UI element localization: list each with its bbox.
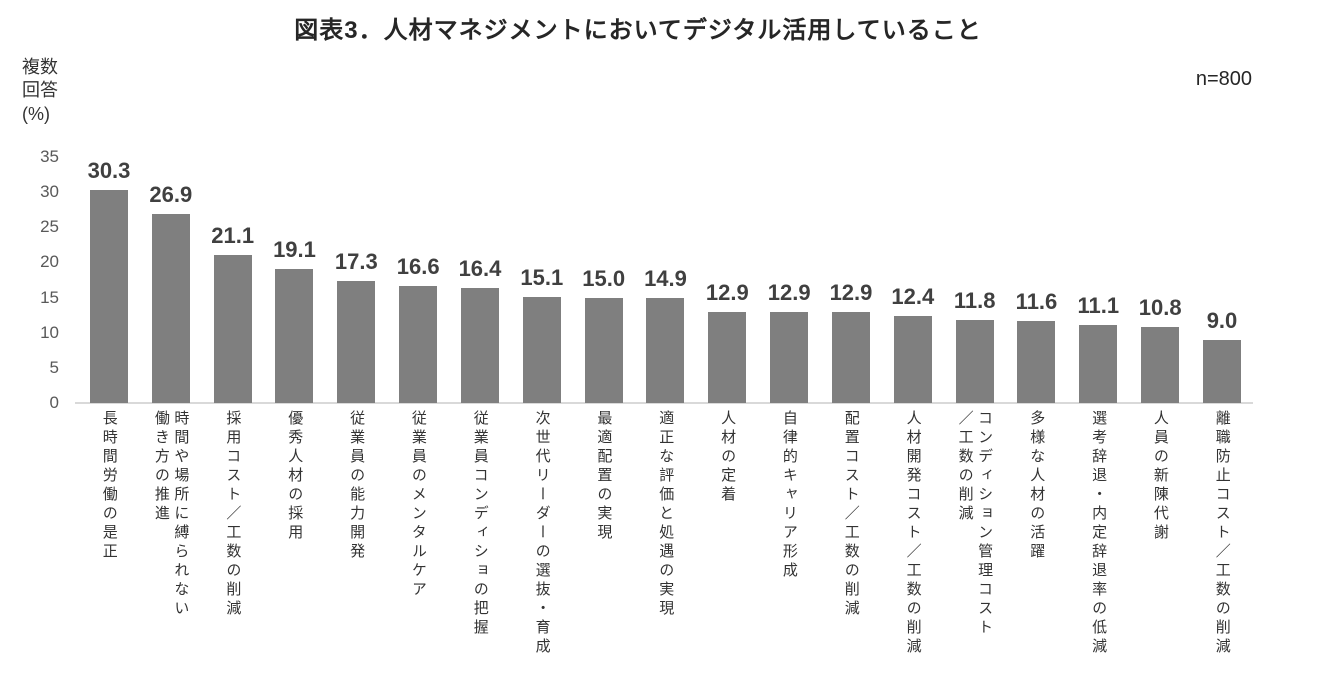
bar-value-label: 12.9 xyxy=(705,280,749,306)
bar-value-label: 17.3 xyxy=(334,249,378,275)
sample-size-label: n=800 xyxy=(1195,68,1252,90)
y-axis-tick-label: 5 xyxy=(49,357,59,377)
bar-value-label: 21.1 xyxy=(211,222,255,248)
bar xyxy=(1141,327,1180,403)
bar xyxy=(1017,321,1056,403)
y-axis-tick-label: 25 xyxy=(40,217,59,237)
bar xyxy=(1202,339,1241,403)
bar-value-label: 12.9 xyxy=(767,280,811,306)
bar-value-label: 11.6 xyxy=(1015,289,1058,315)
category-label: 離職防止コスト／工数の削減 xyxy=(1213,410,1231,657)
category-label: 選考辞退・内定辞退率の低減 xyxy=(1090,410,1108,657)
bar-value-label: 9.0 xyxy=(1206,307,1238,333)
bar-value-label: 12.4 xyxy=(891,283,935,309)
bar-value-label: 16.4 xyxy=(458,255,502,281)
category-label: 長時間労働の是正 xyxy=(100,410,118,562)
bar xyxy=(90,190,128,403)
bar xyxy=(646,298,685,403)
bar xyxy=(831,312,870,403)
bar-value-label: 11.8 xyxy=(953,288,996,314)
bar xyxy=(893,315,932,403)
category-label: コンディション管理コスト ／工数の削減 xyxy=(956,410,994,638)
bar-value-label: 19.1 xyxy=(273,236,316,262)
x-axis-line xyxy=(75,402,1253,404)
category-label: 時間や場所に縛られない 働き方の推進 xyxy=(152,410,190,619)
bar xyxy=(213,254,252,403)
bar-value-label: 10.8 xyxy=(1138,295,1182,321)
bar-value-label: 16.6 xyxy=(396,254,440,280)
bar-value-label: 11.1 xyxy=(1077,292,1120,318)
category-label: 従業員の能力開発 xyxy=(348,410,366,562)
category-label: 人材開発コスト／工数の削減 xyxy=(904,410,922,657)
y-axis-tick-label: 20 xyxy=(40,252,59,272)
y-axis-tick-label: 30 xyxy=(40,182,59,202)
bar xyxy=(1079,324,1118,403)
bar-value-label: 30.3 xyxy=(87,158,131,184)
category-label: 多様な人材の活躍 xyxy=(1028,410,1046,562)
bar xyxy=(955,320,994,403)
bar xyxy=(770,312,809,403)
bar xyxy=(708,312,747,403)
chart-title: 図表3．人材マネジメントにおいてデジタル活用していること xyxy=(294,17,982,44)
bar xyxy=(151,213,190,403)
bar xyxy=(522,296,561,403)
bar xyxy=(460,287,499,403)
y-axis-unit-label: 複数 回答 (%) xyxy=(22,57,58,124)
bar xyxy=(399,286,438,403)
y-axis-tick-label: 35 xyxy=(40,147,59,166)
category-label: 優秀人材の採用 xyxy=(286,410,304,543)
category-label: 人材の定着 xyxy=(719,410,737,505)
bar-value-label: 12.9 xyxy=(829,280,873,306)
bar xyxy=(584,297,623,403)
bar xyxy=(337,281,376,403)
y-axis-tick-label: 0 xyxy=(49,393,59,412)
bar-value-label: 15.0 xyxy=(582,265,626,291)
category-label: 配置コスト／工数の削減 xyxy=(842,410,860,619)
category-label: 採用コスト／工数の削減 xyxy=(224,410,242,619)
y-axis-tick-label: 10 xyxy=(40,322,59,342)
category-label: 次世代リーダーの選抜・育成 xyxy=(533,410,551,657)
bar-value-label: 26.9 xyxy=(149,181,193,207)
category-label: 人員の新陳代謝 xyxy=(1151,410,1169,543)
y-axis-tick-label: 15 xyxy=(40,287,59,307)
category-label: 適正な評価と処遇の実現 xyxy=(657,410,675,619)
category-label: 従業員コンディショの把握 xyxy=(471,410,489,638)
category-label: 最適配置の実現 xyxy=(595,410,613,543)
bar-value-label: 14.9 xyxy=(644,266,687,292)
category-label: 従業員のメンタルケア xyxy=(409,410,427,600)
category-label: 自律的キャリア形成 xyxy=(780,410,798,581)
bar xyxy=(275,268,314,403)
bar-value-label: 15.1 xyxy=(520,264,564,290)
